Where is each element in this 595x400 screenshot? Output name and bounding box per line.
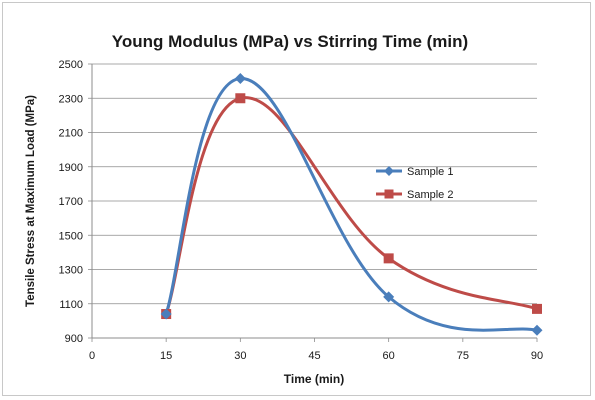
y-tick-label: 2300 <box>59 93 83 105</box>
y-tick-label: 2100 <box>59 128 83 140</box>
y-tick-label: 1700 <box>59 196 83 208</box>
y-tick-label: 2500 <box>59 59 83 71</box>
chart-title: Young Modulus (MPa) vs Stirring Time (mi… <box>112 32 468 51</box>
legend-marker-sample-2 <box>384 189 394 199</box>
y-tick-label: 1900 <box>59 162 83 174</box>
series-lines <box>164 77 538 332</box>
x-tick-labels: 0 15 30 45 60 75 90 <box>89 350 543 362</box>
data-point-sample-1 <box>160 308 172 320</box>
x-tick-label: 45 <box>308 350 320 362</box>
x-tick-label: 30 <box>234 350 246 362</box>
axes <box>88 63 538 342</box>
x-tick-label: 75 <box>457 350 469 362</box>
data-point-sample-2 <box>383 253 394 264</box>
x-tick-label: 0 <box>89 350 95 362</box>
legend-label-sample-2: Sample 2 <box>407 189 453 201</box>
data-point-sample-1 <box>531 324 543 336</box>
x-tick-label: 90 <box>531 350 543 362</box>
data-point-sample-1 <box>383 291 395 303</box>
series-line-sample-1 <box>164 77 538 332</box>
y-tick-label: 1300 <box>59 265 83 277</box>
series-markers <box>160 73 543 336</box>
x-tick-label: 15 <box>160 350 172 362</box>
y-axis-title: Tensile Stress at Maximum Load (MPa) <box>25 95 37 307</box>
x-tick-label: 60 <box>383 350 395 362</box>
x-axis-title: Time (min) <box>284 372 344 386</box>
legend-label-sample-1: Sample 1 <box>407 166 453 178</box>
legend-marker-sample-1 <box>384 166 394 176</box>
data-point-sample-2 <box>235 93 246 104</box>
data-point-sample-1 <box>234 73 246 85</box>
y-tick-label: 1100 <box>59 299 83 311</box>
series-line-sample-2 <box>164 96 538 315</box>
y-tick-label: 1500 <box>59 230 83 242</box>
y-tick-labels: 900 1100 1300 1500 1700 1900 2100 2300 2500 <box>59 59 83 345</box>
y-tick-label: 900 <box>65 333 83 345</box>
legend: Sample 1 Sample 2 <box>376 166 453 201</box>
data-point-sample-2 <box>532 303 542 314</box>
gridlines <box>92 63 537 305</box>
